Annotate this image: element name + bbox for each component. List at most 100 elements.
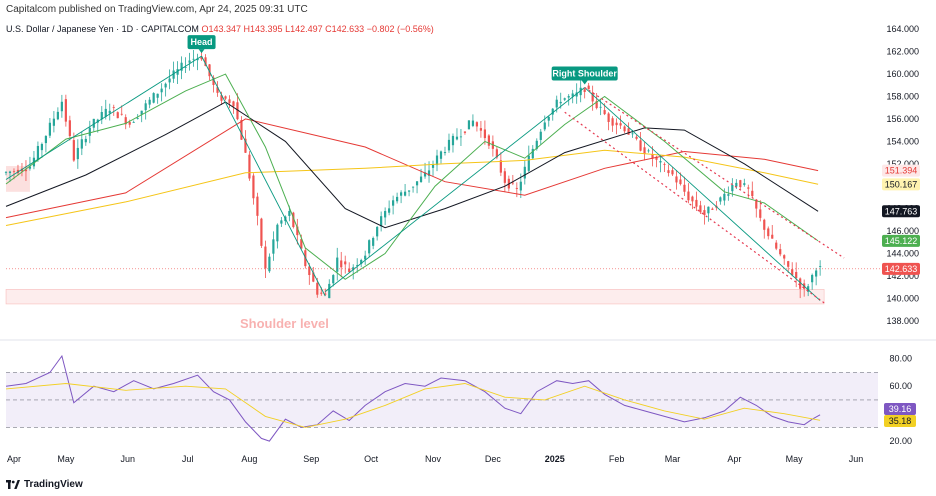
candle-body: [196, 58, 199, 61]
rsi-value-label: 39.16: [889, 404, 912, 414]
candle-body: [124, 117, 127, 125]
candle-body: [228, 99, 231, 103]
price-tick-label: 144.000: [886, 249, 919, 259]
candle-body: [212, 77, 215, 85]
candle-body: [384, 211, 387, 218]
price-label-bg: [882, 234, 920, 247]
candle-body: [643, 147, 646, 155]
candle-body: [787, 261, 790, 267]
candle-body: [240, 120, 243, 140]
trendline-head-upper: [5, 55, 202, 180]
candle-body: [356, 265, 359, 266]
publisher-line: Capitalcom published on TradingView.com,…: [6, 4, 308, 15]
tradingview-logo[interactable]: TradingView: [6, 479, 83, 490]
time-tick-label: May: [57, 454, 75, 464]
candle-body: [431, 164, 435, 168]
rsi-ma-line: [5, 383, 821, 428]
candle-body: [707, 206, 710, 214]
candle-body: [208, 64, 211, 77]
candle-body: [659, 161, 662, 163]
candle-body: [76, 147, 79, 160]
candle-body: [415, 181, 419, 186]
candle-body: [695, 199, 698, 207]
event-badge-pointer: [198, 49, 205, 54]
candle-body: [392, 200, 395, 206]
price-tick-label: 138.000: [886, 316, 919, 326]
ohlc-high: H143.395: [243, 24, 283, 34]
candle-body: [403, 191, 407, 196]
candle-body: [551, 108, 554, 115]
left-box: [6, 166, 30, 192]
candle-body: [364, 255, 367, 260]
candle-body: [120, 113, 123, 115]
candle-body: [587, 85, 590, 90]
candle-body: [368, 240, 371, 254]
candle-body: [160, 88, 163, 93]
candle-body: [268, 256, 271, 272]
candle-body: [675, 176, 678, 183]
candle-body: [511, 182, 514, 184]
time-tick-label: Oct: [364, 454, 379, 464]
candle-body: [4, 172, 8, 174]
candle-body: [292, 212, 295, 228]
candle-body: [332, 275, 335, 284]
candle-body: [12, 171, 16, 173]
candle-body: [164, 83, 167, 88]
time-axis[interactable]: Apr May Jun Jul Aug Sep Oct Nov Dec 2025 Feb Mar Apr…: [7, 454, 863, 464]
candle-body: [184, 67, 187, 68]
candle-body: [767, 228, 770, 237]
price-label: 150.167: [885, 179, 918, 189]
price-tick-label: 154.000: [886, 136, 919, 146]
candle-body: [244, 138, 247, 153]
candle-body: [711, 208, 714, 210]
candle-body: [104, 108, 107, 117]
candle-body: [427, 170, 431, 176]
candle-body: [791, 269, 794, 276]
candle-body: [172, 70, 175, 79]
candle-body: [60, 101, 63, 112]
candle-body: [40, 144, 44, 151]
event-badge-bg: [187, 35, 216, 50]
candle-body: [687, 191, 690, 201]
candle-body: [775, 242, 778, 249]
candle-body: [280, 220, 283, 224]
candle-body: [519, 181, 522, 191]
candle-body: [116, 112, 119, 119]
candle-body: [336, 257, 339, 272]
candle-body: [376, 227, 379, 237]
rsi-line: [5, 354, 821, 442]
candle-body: [435, 155, 439, 166]
candle-body: [623, 126, 626, 132]
price-tick-label: 160.000: [886, 69, 919, 79]
price-pane[interactable]: 138.000140.000142.000144.000146.000148.0…: [0, 24, 936, 341]
candle-body: [276, 224, 279, 242]
candle-body: [579, 87, 582, 96]
candle-body: [216, 87, 219, 93]
ohlc-open: O143.347: [201, 24, 241, 34]
candle-body: [799, 278, 802, 289]
candle-body: [771, 234, 774, 239]
candle-body: [80, 139, 83, 149]
candle-body: [56, 111, 59, 120]
price-label-bg: [882, 205, 920, 218]
price-tick-label: 164.000: [886, 24, 919, 34]
candle-body: [735, 182, 738, 187]
candle-body: [703, 210, 706, 216]
candle-body: [535, 140, 538, 149]
candle-body: [360, 259, 363, 264]
time-tick-label: May: [786, 454, 804, 464]
candle-body: [144, 103, 147, 111]
candle-body: [419, 176, 423, 183]
moving-average-line: [5, 149, 819, 226]
price-tick-label: 156.000: [886, 114, 919, 124]
candle-body: [44, 135, 48, 144]
candle-body: [503, 171, 506, 183]
candle-body: [475, 122, 479, 127]
candle-body: [20, 168, 24, 172]
candle-body: [655, 156, 658, 160]
candle-body: [447, 139, 451, 151]
candle-body: [783, 255, 786, 259]
candle-body: [312, 272, 315, 282]
